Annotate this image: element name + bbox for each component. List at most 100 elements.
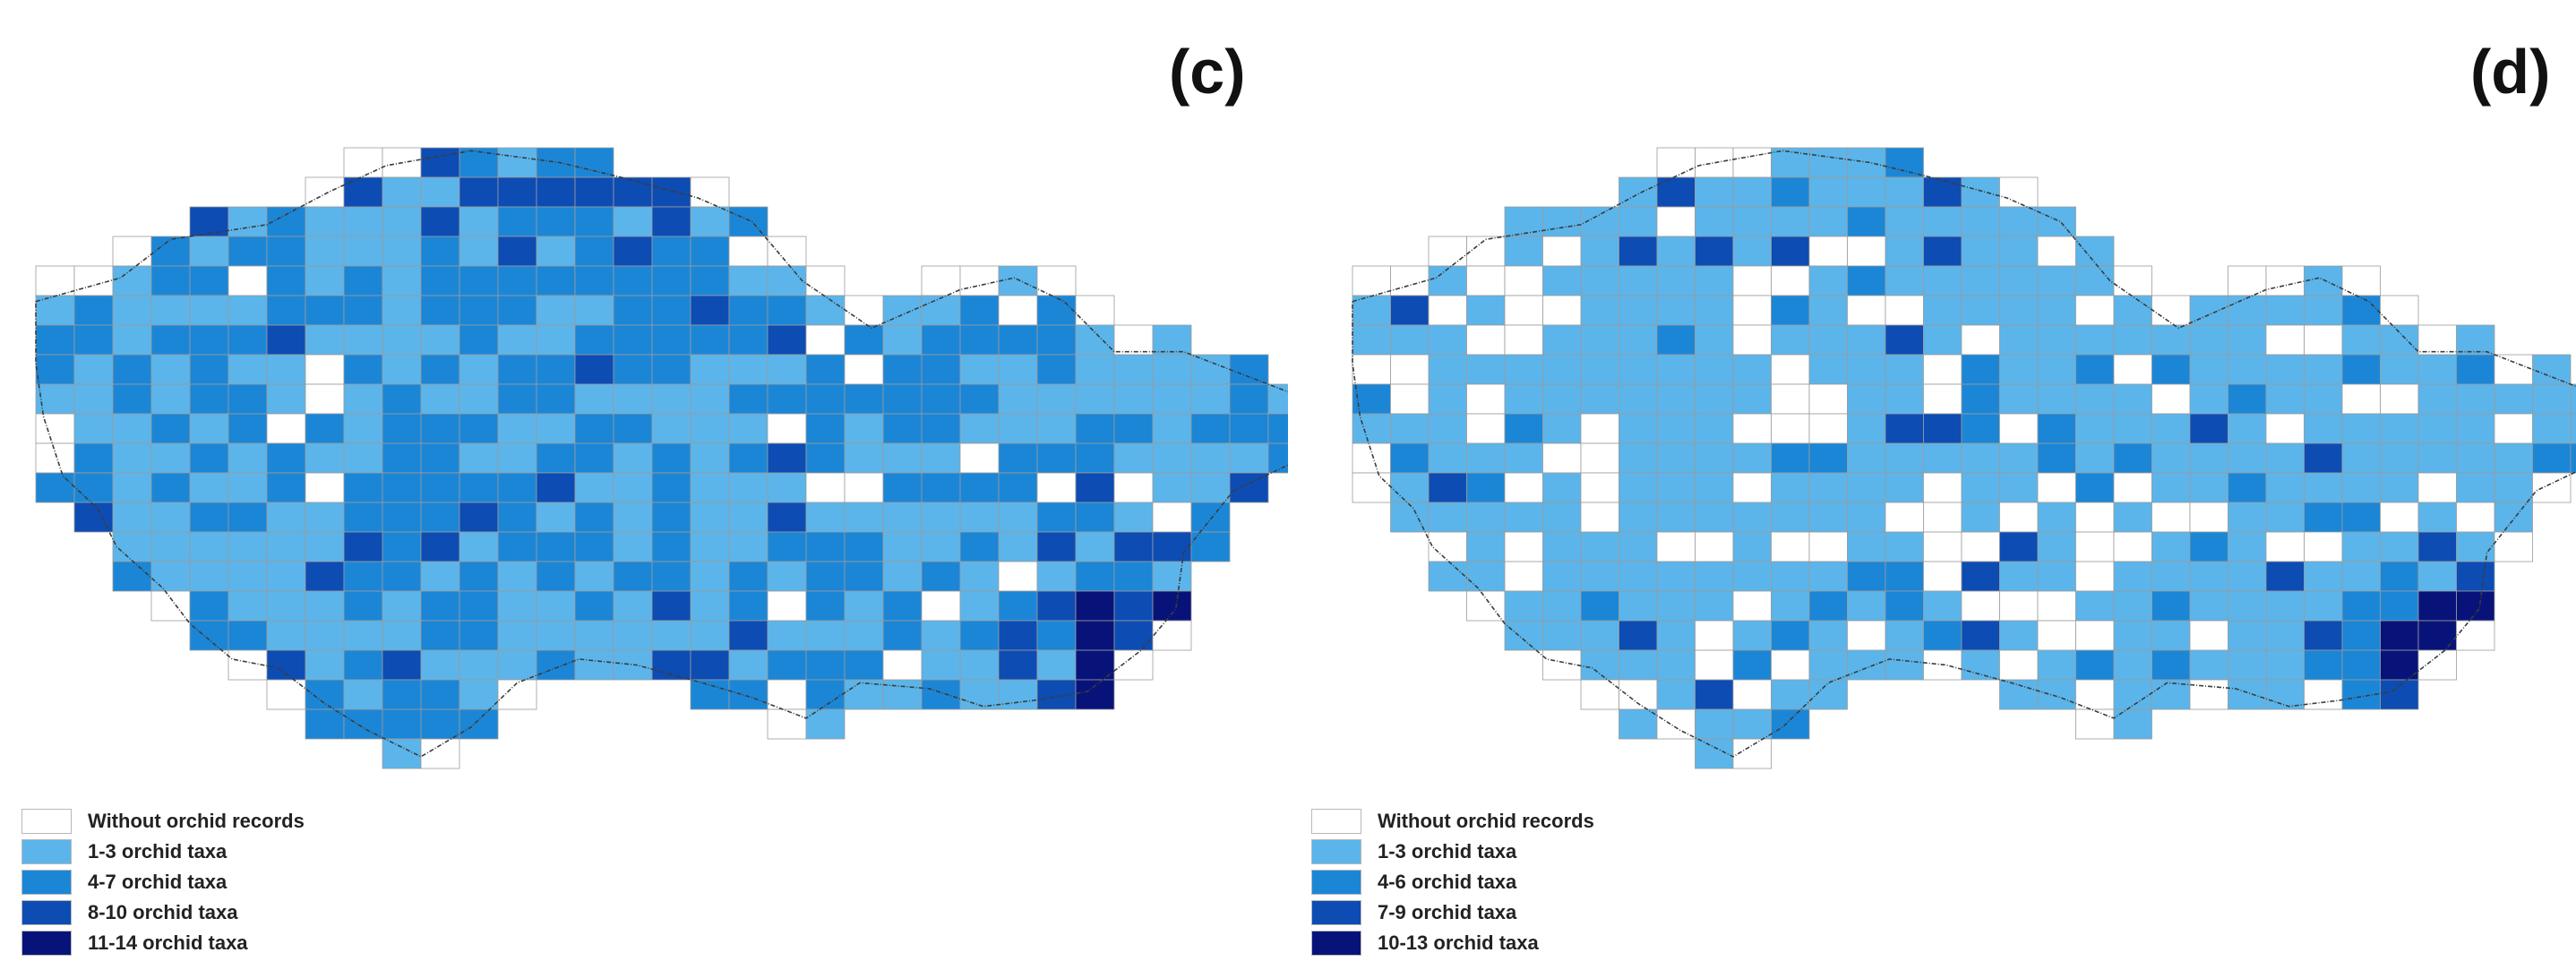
legend-item: 8-10 orchid taxa <box>21 897 305 928</box>
grid-cell-class3 <box>1113 620 1154 651</box>
grid-cell-empty <box>1390 383 1430 415</box>
grid-cell-class2 <box>2456 354 2495 385</box>
grid-cell-empty <box>1542 442 1582 474</box>
grid-cell-class2 <box>343 561 383 592</box>
grid-cell-class1 <box>2228 354 2267 385</box>
grid-cell-empty <box>2075 295 2115 326</box>
grid-cell-class1 <box>613 590 653 622</box>
grid-cell-class1 <box>1695 354 1734 385</box>
grid-cell-empty <box>2037 620 2076 651</box>
grid-cell-class1 <box>420 649 460 681</box>
grid-cell-empty <box>2417 324 2457 356</box>
grid-cell-empty <box>266 413 306 444</box>
grid-cell-class1 <box>690 413 730 444</box>
grid-cell-class2 <box>1267 442 1288 474</box>
grid-cell-class1 <box>1847 472 1886 503</box>
grid-cell-class2 <box>536 206 576 237</box>
grid-cell-class3 <box>2304 442 2343 474</box>
grid-cell-class1 <box>1542 590 1582 622</box>
grid-cell-class3 <box>690 295 730 326</box>
grid-cell-empty <box>1466 413 1506 444</box>
grid-cell-empty <box>1923 502 1962 533</box>
legend-label: 11-14 orchid taxa <box>88 931 248 954</box>
grid-cell-class1 <box>1885 649 1924 681</box>
grid-cell-class1 <box>1695 561 1734 592</box>
legend-label: Without orchid records <box>88 810 305 832</box>
grid-cell-class2 <box>35 324 75 356</box>
grid-cell-empty <box>998 561 1038 592</box>
grid-cell-class1 <box>2113 620 2152 651</box>
grid-cell-empty <box>2265 531 2305 562</box>
legend-swatch-empty <box>1311 809 1361 834</box>
grid-cell-class1 <box>2456 472 2495 503</box>
grid-cell-class2 <box>228 620 268 651</box>
grid-cell-class2 <box>497 206 537 237</box>
legend-item: 7-9 orchid taxa <box>1311 897 1594 928</box>
grid-cell-class1 <box>382 206 422 237</box>
grid-cell-class1 <box>2380 442 2419 474</box>
grid-cell-class2 <box>497 502 537 533</box>
grid-cell-class1 <box>1808 502 1848 533</box>
grid-cell-empty <box>1923 472 1962 503</box>
grid-cell-class2 <box>343 502 383 533</box>
grid-cell-class1 <box>497 413 537 444</box>
grid-cell-class1 <box>2113 324 2152 356</box>
grid-cell-class2 <box>2304 649 2343 681</box>
grid-cell-empty <box>2341 383 2381 415</box>
grid-cell-class1 <box>1466 442 1506 474</box>
grid-cell-class1 <box>1542 354 1582 385</box>
grid-cell-class1 <box>112 265 152 296</box>
grid-cell-class1 <box>1580 383 1619 415</box>
grid-cell-class1 <box>497 561 537 592</box>
grid-cell-class1 <box>1619 206 1658 237</box>
grid-cell-class2 <box>2341 620 2381 651</box>
grid-cell-class1 <box>536 324 576 356</box>
grid-cell-class2 <box>1190 413 1231 444</box>
grid-cell-class2 <box>305 295 345 326</box>
grid-cell-class1 <box>1961 295 2000 326</box>
grid-cell-class1 <box>959 649 1000 681</box>
grid-cell-class1 <box>1695 206 1734 237</box>
grid-cell-class2 <box>1656 324 1696 356</box>
grid-cell-class1 <box>1732 354 1772 385</box>
grid-cell-class1 <box>2151 620 2191 651</box>
grid-cell-class1 <box>1732 620 1772 651</box>
grid-cell-class1 <box>1961 236 2000 267</box>
grid-cell-class2 <box>459 472 499 503</box>
grid-cell-empty <box>2151 383 2191 415</box>
grid-cell-class2 <box>574 324 614 356</box>
grid-cell-class1 <box>1885 206 1924 237</box>
grid-cell-class1 <box>2304 561 2343 592</box>
grid-cell-class1 <box>1695 383 1734 415</box>
legend-swatch-class2 <box>21 870 72 895</box>
grid-cell-class2 <box>651 502 691 533</box>
legend-item: 10-13 orchid taxa <box>1311 928 1594 958</box>
grid-cell-class1 <box>382 590 422 622</box>
grid-cell-class1 <box>497 147 537 178</box>
grid-cell-class2 <box>150 472 191 503</box>
grid-cell-class2 <box>1580 590 1619 622</box>
grid-cell-class1 <box>266 620 306 651</box>
grid-cell-class1 <box>1808 561 1848 592</box>
grid-cell-class1 <box>1504 354 1543 385</box>
grid-cell-class1 <box>1885 236 1924 267</box>
grid-cell-class2 <box>613 561 653 592</box>
grid-cell-empty <box>1732 265 1772 296</box>
grid-cell-class1 <box>1999 679 2039 710</box>
grid-cell-empty <box>1466 383 1506 415</box>
grid-cell-class3 <box>1923 236 1962 267</box>
grid-cell-class3 <box>2189 413 2228 444</box>
grid-cell-class1 <box>1999 472 2039 503</box>
grid-cell-class1 <box>382 176 422 208</box>
grid-cell-class1 <box>613 502 653 533</box>
grid-cell-class1 <box>613 531 653 562</box>
grid-cell-class2 <box>2304 502 2343 533</box>
grid-cell-class1 <box>1695 265 1734 296</box>
grid-cell-class1 <box>1075 383 1115 415</box>
grid-cell-empty <box>1923 354 1962 385</box>
grid-cell-class2 <box>728 324 769 356</box>
grid-cell-class2 <box>2189 531 2228 562</box>
grid-cell-class1 <box>2304 413 2343 444</box>
grid-cell-class1 <box>1619 413 1658 444</box>
grid-cell-class1 <box>2228 502 2267 533</box>
